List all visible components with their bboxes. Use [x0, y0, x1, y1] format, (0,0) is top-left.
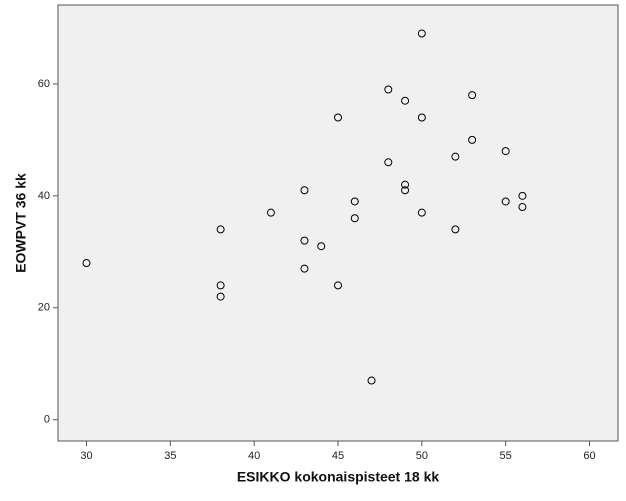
x-tick-label: 45	[332, 450, 344, 462]
x-tick-label: 50	[416, 450, 428, 462]
point	[468, 135, 477, 144]
point	[334, 281, 342, 290]
point	[216, 225, 225, 234]
point	[350, 214, 359, 223]
point	[317, 242, 326, 251]
point	[417, 29, 426, 38]
point	[417, 208, 426, 217]
point	[384, 85, 393, 94]
y-tick-label: 0	[44, 414, 50, 426]
point	[334, 113, 342, 122]
x-axis-title: ESIKKO kokonaispisteet 18 kk	[237, 469, 440, 485]
point	[384, 158, 393, 167]
y-axis-title: EOWPVT 36 kk	[13, 173, 29, 273]
x-tick-label: 30	[80, 450, 92, 462]
point	[451, 225, 460, 234]
y-tick-label: 20	[38, 302, 50, 314]
point	[367, 376, 376, 385]
plot-area	[57, 4, 619, 442]
point	[82, 259, 91, 268]
point	[401, 96, 410, 105]
point	[216, 281, 225, 290]
x-tick-label: 60	[583, 450, 595, 462]
point	[518, 203, 527, 212]
point	[468, 91, 477, 100]
point	[350, 197, 359, 206]
point	[451, 152, 460, 161]
point	[401, 186, 410, 195]
point	[300, 236, 309, 245]
point	[266, 208, 275, 217]
point	[401, 180, 410, 189]
point	[300, 264, 309, 273]
y-tick-label: 40	[38, 190, 50, 202]
point	[216, 292, 225, 301]
point	[501, 147, 510, 156]
point	[417, 113, 426, 122]
point	[501, 197, 510, 206]
x-tick-label: 55	[500, 450, 512, 462]
x-tick-label: 40	[248, 450, 260, 462]
y-tick-label: 60	[38, 78, 50, 90]
x-tick-label: 35	[164, 450, 176, 462]
point	[300, 186, 309, 195]
point	[518, 191, 527, 200]
